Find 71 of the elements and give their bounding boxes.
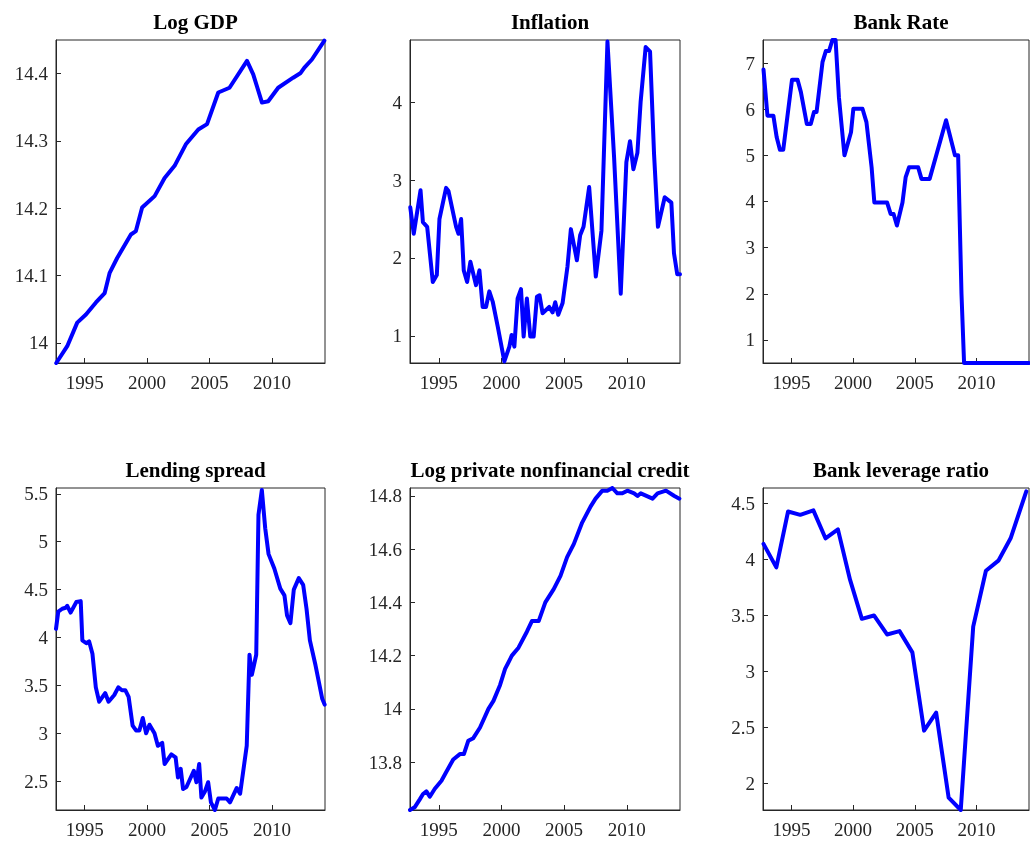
x-tick-label: 1995 [772,819,811,840]
line-series [408,486,682,812]
y-tick-label: 3 [392,169,402,191]
x-tick-label: 2005 [545,372,584,393]
y-tick-label: 3 [745,237,755,259]
x-tick-label: 1995 [419,819,458,840]
y-tick-label: 2 [392,247,402,269]
y-tick-label: 4 [745,191,756,212]
y-tick-label: 4.5 [24,579,48,601]
y-tick-label: 14.4 [14,63,49,85]
y-tick-label: 5.5 [24,483,48,505]
x-tick-label: 2000 [128,372,167,393]
x-tick-label: 2005 [545,819,584,840]
y-tick-label: 4.5 [731,493,755,515]
x-tick-label: 2000 [482,372,521,393]
y-tick-label: 13.8 [368,751,402,773]
chart-title: Log GDP [153,9,238,34]
y-tick-label: 1 [392,325,402,347]
x-tick-label: 2005 [190,372,229,393]
x-tick-label: 2010 [607,372,646,393]
y-tick-label: 14.6 [368,538,402,560]
y-tick-label: 2.5 [24,770,48,792]
x-tick-label: 2000 [128,819,167,840]
y-tick-label: 14 [383,698,403,720]
x-tick-label: 1995 [772,372,811,393]
x-tick-label: 2005 [895,372,934,393]
x-tick-label: 2010 [957,372,996,393]
line-series [761,38,1030,365]
chart-title: Bank leverage ratio [812,457,990,482]
y-tick-label: 3.5 [24,674,48,696]
y-tick-label: 4 [38,627,49,648]
x-tick-label: 2005 [895,819,934,840]
y-tick-label: 14.1 [14,265,48,287]
x-tick-label: 2010 [252,372,291,393]
chart-title: Inflation [510,9,590,34]
line-series [408,39,682,364]
y-tick-label: 5 [38,531,48,553]
chart-title: Lending spread [125,457,266,482]
x-tick-label: 2010 [957,819,996,840]
y-tick-label: 3.5 [731,604,755,626]
x-tick-label: 2000 [834,819,873,840]
x-tick-label: 2010 [607,819,646,840]
y-tick-label: 3 [38,722,48,744]
y-tick-label: 14.4 [368,591,403,613]
y-tick-label: 3 [745,660,755,682]
y-tick-label: 14 [29,332,49,354]
y-tick-label: 4 [392,91,403,113]
x-tick-label: 2005 [190,819,229,840]
y-tick-label: 2 [745,772,755,794]
x-tick-label: 2000 [482,819,521,840]
y-tick-label: 14.2 [368,645,402,667]
chart-title: Log private nonfinancial credit [410,457,690,482]
y-tick-label: 2 [745,283,755,305]
x-tick-label: 2010 [252,819,291,840]
x-tick-label: 1995 [65,372,104,393]
y-tick-label: 6 [745,98,755,120]
x-tick-label: 1995 [65,819,104,840]
y-tick-label: 7 [745,52,755,74]
y-tick-label: 5 [745,144,755,166]
line-series [54,38,327,365]
line-series [54,487,327,812]
y-tick-label: 2.5 [731,716,755,738]
y-tick-label: 1 [745,329,755,351]
y-tick-label: 14.8 [368,485,402,507]
x-tick-label: 1995 [419,372,458,393]
y-tick-label: 4 [745,549,756,571]
x-tick-label: 2000 [834,372,873,393]
y-tick-label: 14.2 [14,197,48,219]
y-tick-label: 14.3 [14,130,48,152]
chart-title: Bank Rate [853,9,949,34]
line-series [761,489,1029,812]
